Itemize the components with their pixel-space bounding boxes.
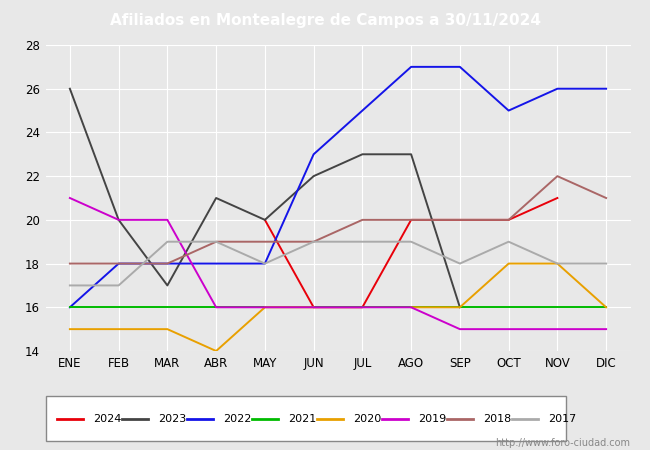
Text: 2023: 2023 — [159, 414, 187, 423]
Text: 2019: 2019 — [419, 414, 447, 423]
FancyBboxPatch shape — [46, 396, 566, 441]
Text: http://www.foro-ciudad.com: http://www.foro-ciudad.com — [495, 438, 630, 448]
Text: 2018: 2018 — [484, 414, 512, 423]
Text: Afiliados en Montealegre de Campos a 30/11/2024: Afiliados en Montealegre de Campos a 30/… — [109, 13, 541, 28]
Text: 2017: 2017 — [549, 414, 577, 423]
Text: 2021: 2021 — [289, 414, 317, 423]
Text: 2024: 2024 — [94, 414, 122, 423]
Text: 2022: 2022 — [224, 414, 252, 423]
Text: 2020: 2020 — [354, 414, 382, 423]
